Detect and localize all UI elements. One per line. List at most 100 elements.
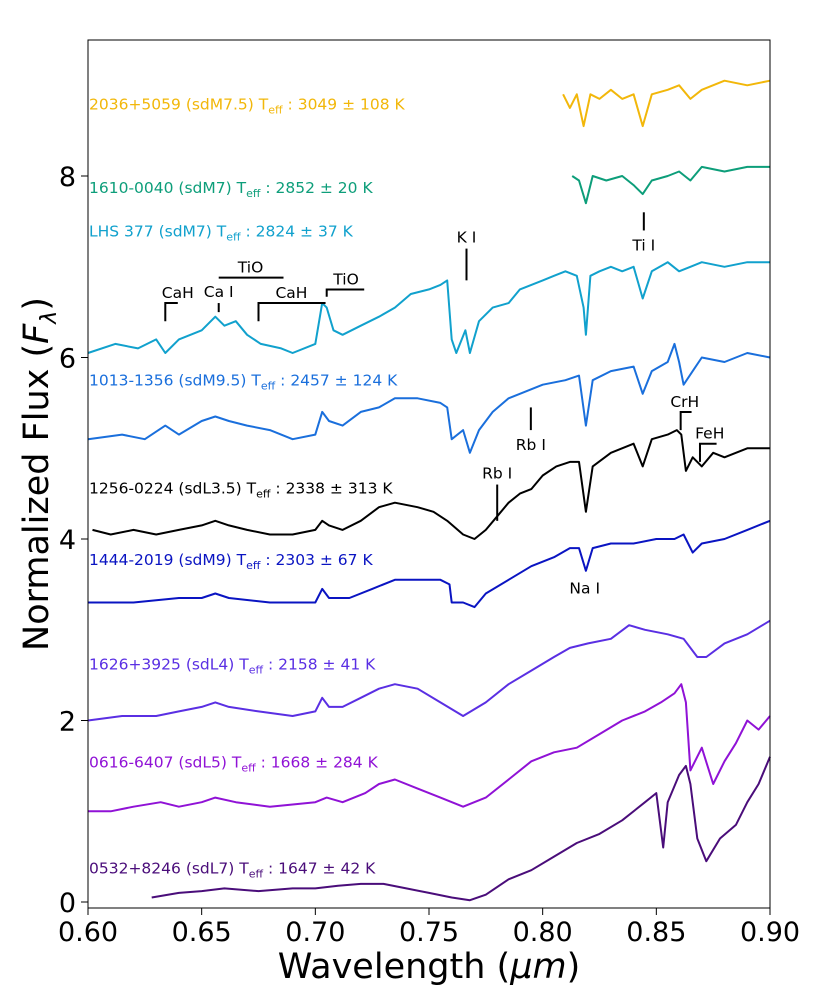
teff-symbol: T — [234, 655, 249, 673]
feature-annotation: FeH — [695, 425, 724, 462]
series-teff: 3049 ± 108 K — [298, 95, 406, 113]
teff-subscript: eff — [268, 103, 283, 116]
series-name: 1626+3925 — [89, 655, 186, 673]
series-spectral-type: (sdL5) — [178, 753, 227, 771]
series-label: 1256-0224 (sdL3.5) Teff : 2338 ± 313 K — [89, 479, 393, 500]
feature-annotation: Ti I — [631, 212, 655, 254]
x-tick-label: 0.80 — [513, 917, 573, 948]
series-teff: 1647 ± 42 K — [278, 860, 376, 878]
feature-bracket — [257, 302, 326, 322]
axis-layer: 0.60 0.65 0.70 0.75 0.80 0.85 0.90 0 2 4 6 8 — [58, 162, 800, 948]
feature-bracket — [164, 302, 178, 322]
series-line-1013-1356 — [87, 342, 771, 454]
series-spectral-type: (sdM9) — [178, 551, 231, 569]
series-label: 0616-6407 (sdL5) Teff : 1668 ± 284 K — [89, 753, 379, 774]
feature-label: CaH — [162, 284, 194, 302]
x-tick-label: 0.60 — [58, 917, 118, 948]
series-name: 1013-1356 — [89, 371, 178, 389]
feature-annotation: CaH — [162, 284, 194, 322]
teff-symbol: T — [212, 222, 227, 240]
teff-symbol: T — [232, 551, 247, 569]
teff-colon: : — [270, 479, 285, 497]
teff-colon: : — [275, 371, 290, 389]
feature-label: CrH — [670, 393, 699, 411]
feature-annotation: Rb I — [482, 465, 512, 521]
series-label: 1444-2019 (sdM9) Teff : 2303 ± 67 K — [89, 551, 373, 572]
y-tick-label: 2 — [59, 707, 76, 738]
series-label: 1626+3925 (sdL4) Teff : 2158 ± 41 K — [89, 655, 376, 676]
series-spectral-type: (sdM9.5) — [178, 371, 246, 389]
series-teff: 2852 ± 20 K — [276, 179, 374, 197]
series-spectral-type: (sdM7.5) — [186, 95, 254, 113]
series-label: 0532+8246 (sdL7) Teff : 1647 ± 42 K — [89, 860, 376, 881]
teff-subscript: eff — [246, 559, 261, 572]
feature-label: Ca I — [204, 283, 234, 301]
series-spectral-type: (sdL4) — [186, 655, 235, 673]
feature-label: Ti I — [631, 236, 655, 254]
feature-label: Rb I — [482, 465, 512, 483]
teff-subscript: eff — [226, 230, 241, 243]
feature-label: TiO — [237, 259, 264, 277]
series-spectral-type: (sdL3.5) — [178, 479, 241, 497]
series-name: 1610-0040 — [89, 179, 178, 197]
teff-subscript: eff — [241, 761, 256, 774]
series-line-LHS 377 — [87, 261, 770, 354]
teff-colon: : — [260, 551, 275, 569]
series-teff: 2824 ± 37 K — [256, 222, 354, 240]
series-label: 1610-0040 (sdM7) Teff : 2852 ± 20 K — [89, 179, 373, 200]
label-layer: 2036+5059 (sdM7.5) Teff : 3049 ± 108 K 16… — [89, 95, 406, 880]
feature-label: FeH — [695, 425, 724, 443]
teff-colon: : — [256, 753, 271, 771]
series-name: 1256-0224 — [89, 479, 178, 497]
series-teff: 2338 ± 313 K — [286, 479, 394, 497]
feature-label: Rb I — [516, 436, 546, 454]
feature-annotation: CrH — [670, 393, 699, 431]
teff-subscript: eff — [246, 187, 261, 200]
series-label: 1013-1356 (sdM9.5) Teff : 2457 ± 124 K — [89, 371, 398, 392]
teff-colon: : — [263, 655, 278, 673]
teff-subscript: eff — [261, 379, 276, 392]
teff-symbol: T — [234, 860, 249, 878]
teff-colon: : — [241, 222, 256, 240]
series-teff: 2457 ± 124 K — [290, 371, 398, 389]
feature-annotation: TiO — [218, 259, 284, 279]
y-tick-label: 0 — [59, 888, 76, 919]
x-tick-label: 0.75 — [399, 917, 459, 948]
series-line-1444-2019 — [88, 519, 771, 609]
series-line-1256-0224 — [92, 429, 770, 540]
teff-symbol: T — [254, 95, 269, 113]
teff-colon: : — [283, 95, 298, 113]
y-tick-label: 4 — [59, 525, 76, 556]
series-layer — [87, 79, 771, 902]
feature-bracket — [698, 442, 717, 462]
feature-annotation: Na I — [569, 579, 600, 597]
series-name: LHS 377 — [89, 222, 159, 240]
feature-label: TiO — [332, 270, 359, 288]
teff-subscript: eff — [256, 487, 271, 500]
series-teff: 2158 ± 41 K — [278, 655, 376, 673]
series-name: 0532+8246 — [89, 860, 186, 878]
teff-subscript: eff — [249, 868, 264, 881]
teff-subscript: eff — [249, 663, 264, 676]
series-spectral-type: (sdL7) — [186, 860, 235, 878]
x-tick-label: 0.85 — [626, 917, 686, 948]
feature-annotation: TiO — [325, 270, 365, 297]
teff-colon: : — [263, 860, 278, 878]
feature-bracket — [679, 410, 692, 431]
teff-symbol: T — [227, 753, 242, 771]
feature-bracket — [325, 288, 365, 297]
x-tick-label: 0.90 — [740, 917, 800, 948]
series-teff: 1668 ± 284 K — [271, 753, 379, 771]
x-tick-label: 0.65 — [172, 917, 232, 948]
x-tick-label: 0.70 — [285, 917, 345, 948]
series-name: 2036+5059 — [89, 95, 186, 113]
series-name: 0616-6407 — [89, 753, 178, 771]
series-line-2036+5059 — [562, 79, 771, 128]
y-tick-label: 8 — [59, 162, 76, 193]
series-label: LHS 377 (sdM7) Teff : 2824 ± 37 K — [89, 222, 354, 243]
series-line-1626+3925 — [87, 619, 771, 722]
feature-annotation: Ca I — [204, 283, 234, 313]
teff-colon: : — [260, 179, 275, 197]
series-line-0532+8246 — [151, 756, 771, 902]
